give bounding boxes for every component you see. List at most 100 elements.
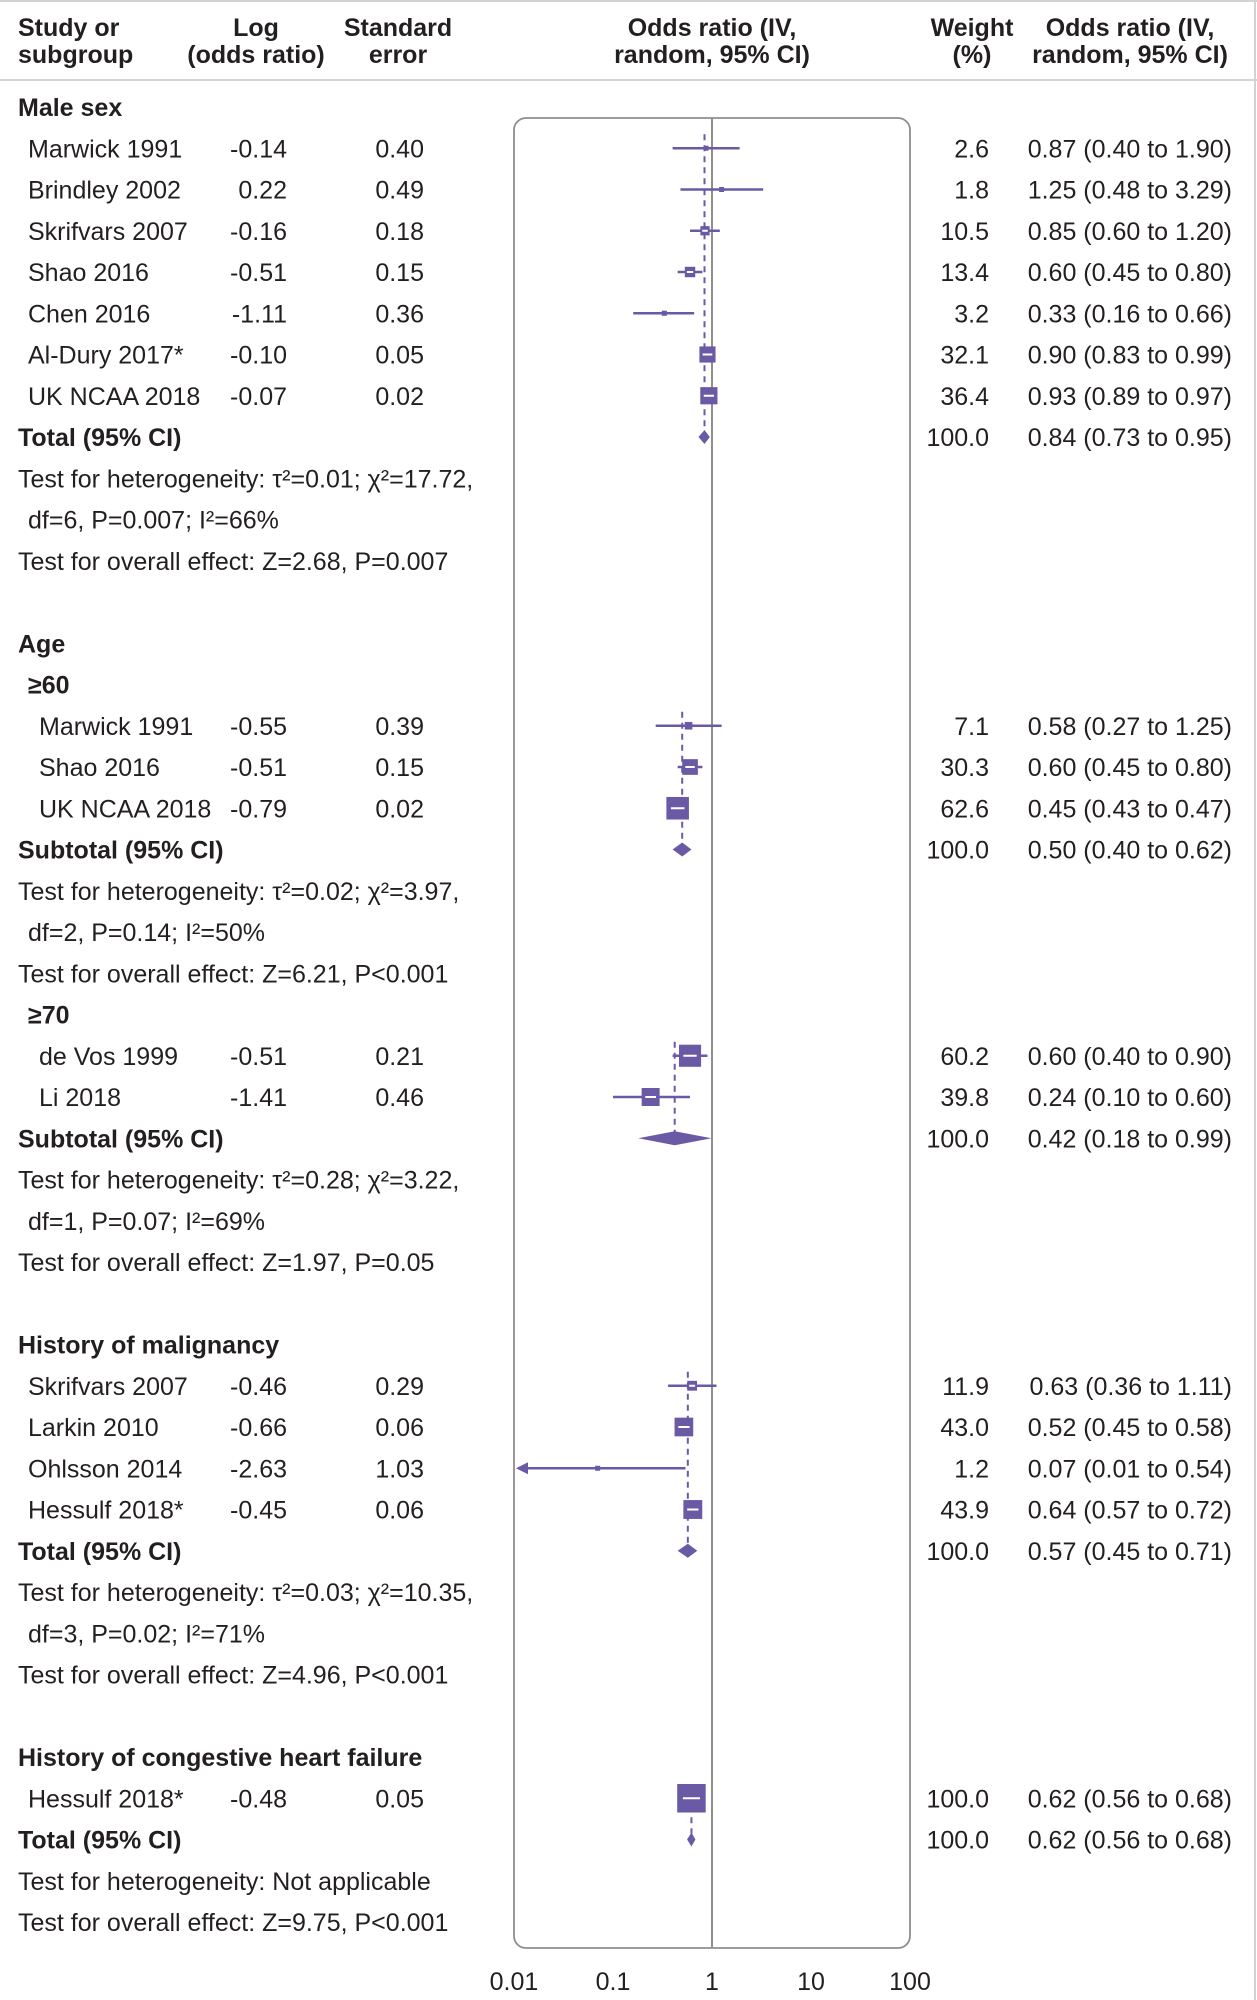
weight-value: 100.0 <box>926 1538 989 1566</box>
test-statistic-text: Test for heterogeneity: τ²=0.03; χ²=10.3… <box>18 1579 473 1607</box>
header-weight-line-2: (%) <box>953 41 992 69</box>
standard-error-value: 0.06 <box>375 1414 424 1442</box>
study-label: Skrifvars 2007 <box>28 1373 188 1401</box>
log-odds-value: -0.55 <box>230 713 287 741</box>
weight-value: 100.0 <box>926 1785 989 1813</box>
odds-ratio-ci-text: 0.24 (0.10 to 0.60) <box>1028 1084 1232 1112</box>
test-statistic-text: df=2, P=0.14; I²=50% <box>28 919 265 947</box>
weight-value: 43.9 <box>940 1497 989 1525</box>
header-log-odds-line-1: Log <box>233 14 279 42</box>
log-odds-value: -2.63 <box>230 1455 287 1483</box>
study-label: Larkin 2010 <box>28 1414 159 1442</box>
standard-error-value: 1.03 <box>375 1455 424 1483</box>
left-arrow-icon <box>516 1462 528 1475</box>
standard-error-value: 0.02 <box>375 795 424 823</box>
weight-value: 1.2 <box>954 1455 989 1483</box>
pooled-diamond <box>677 1543 698 1558</box>
odds-ratio-ci-text: 0.58 (0.27 to 1.25) <box>1028 713 1232 741</box>
total-label: Subtotal (95% CI) <box>18 1125 224 1153</box>
standard-error-value: 0.06 <box>375 1497 424 1525</box>
header-plot-odds-ratio-line-1: Odds ratio (IV, <box>628 14 797 42</box>
odds-ratio-ci-text: 0.62 (0.56 to 0.68) <box>1028 1785 1232 1813</box>
study-label: Shao 2016 <box>39 754 160 782</box>
total-label: Total (95% CI) <box>18 1827 181 1855</box>
odds-ratio-ci-text: 0.45 (0.43 to 0.47) <box>1028 795 1232 823</box>
group-label: Male sex <box>18 94 122 122</box>
weight-value: 2.6 <box>954 135 989 163</box>
weight-square-marker <box>719 187 725 192</box>
log-odds-value: -0.07 <box>230 383 287 411</box>
test-statistic-text: Test for heterogeneity: τ²=0.02; χ²=3.97… <box>18 878 459 906</box>
study-label: Brindley 2002 <box>28 177 181 205</box>
odds-ratio-ci-text: 0.90 (0.83 to 0.99) <box>1028 342 1232 370</box>
weight-value: 10.5 <box>940 218 989 246</box>
weight-value: 39.8 <box>940 1084 989 1112</box>
standard-error-value: 0.02 <box>375 383 424 411</box>
standard-error-value: 0.15 <box>375 259 424 287</box>
pooled-diamond <box>672 842 692 857</box>
odds-ratio-ci-text: 0.52 (0.45 to 0.58) <box>1028 1414 1232 1442</box>
odds-ratio-ci-text: 0.87 (0.40 to 1.90) <box>1028 135 1232 163</box>
header-log-odds-line-2: (odds ratio) <box>187 41 325 69</box>
odds-ratio-ci-text: 0.42 (0.18 to 0.99) <box>1028 1125 1232 1153</box>
header-odds-ratio-line-2: random, 95% CI) <box>1032 41 1228 69</box>
log-odds-value: -0.16 <box>230 218 287 246</box>
odds-ratio-ci-text: 0.63 (0.36 to 1.11) <box>1030 1373 1232 1401</box>
odds-ratio-ci-text: 0.64 (0.57 to 0.72) <box>1028 1497 1232 1525</box>
odds-ratio-ci-text: 0.07 (0.01 to 0.54) <box>1028 1455 1232 1483</box>
study-label: Chen 2016 <box>28 300 150 328</box>
log-odds-value: -0.51 <box>230 754 287 782</box>
weight-value: 100.0 <box>926 424 989 452</box>
pooled-diamond <box>698 430 710 444</box>
test-statistic-text: Test for overall effect: Z=4.96, P<0.001 <box>18 1662 448 1690</box>
header-study-line-1: Study or <box>18 14 120 42</box>
weight-value: 11.9 <box>942 1373 989 1401</box>
standard-error-value: 0.36 <box>375 300 424 328</box>
weight-value: 36.4 <box>940 383 989 411</box>
study-label: Ohlsson 2014 <box>28 1455 182 1483</box>
header-standard-error-line-1: Standard <box>344 14 452 42</box>
weight-value: 100.0 <box>926 837 989 865</box>
odds-ratio-ci-text: 0.60 (0.45 to 0.80) <box>1028 754 1232 782</box>
odds-ratio-ci-text: 0.57 (0.45 to 0.71) <box>1028 1538 1232 1566</box>
weight-value: 13.4 <box>940 259 989 287</box>
weight-value: 32.1 <box>940 342 989 370</box>
study-label: de Vos 1999 <box>39 1043 178 1071</box>
standard-error-value: 0.15 <box>375 754 424 782</box>
test-statistic-text: Test for overall effect: Z=9.75, P<0.001 <box>18 1909 448 1937</box>
study-label: Hessulf 2018* <box>28 1497 184 1525</box>
total-label: Total (95% CI) <box>18 424 181 452</box>
standard-error-value: 0.49 <box>375 177 424 205</box>
log-odds-value: -0.79 <box>230 795 287 823</box>
test-statistic-text: df=6, P=0.007; I²=66% <box>28 507 279 535</box>
log-odds-value: -0.46 <box>230 1373 287 1401</box>
weight-value: 3.2 <box>954 300 989 328</box>
group-label: History of congestive heart failure <box>18 1744 422 1772</box>
test-statistic-text: Test for overall effect: Z=1.97, P=0.05 <box>18 1249 434 1277</box>
odds-ratio-ci-text: 0.33 (0.16 to 0.66) <box>1028 300 1232 328</box>
log-odds-value: -0.66 <box>230 1414 287 1442</box>
study-label: Li 2018 <box>39 1084 121 1112</box>
standard-error-value: 0.40 <box>375 135 424 163</box>
x-tick-label: 0.01 <box>490 1968 539 1996</box>
header-study-line-2: subgroup <box>18 41 133 69</box>
standard-error-value: 0.29 <box>375 1373 424 1401</box>
weight-square-marker <box>661 310 667 316</box>
test-statistic-text: Test for heterogeneity: τ²=0.28; χ²=3.22… <box>18 1167 459 1195</box>
header-weight-line-1: Weight <box>931 14 1015 42</box>
weight-square-marker <box>703 145 709 151</box>
odds-ratio-ci-text: 0.84 (0.73 to 0.95) <box>1028 424 1232 452</box>
weight-value: 100.0 <box>926 1827 989 1855</box>
group-label: History of malignancy <box>18 1332 279 1360</box>
test-statistic-text: Test for heterogeneity: Not applicable <box>18 1868 431 1896</box>
weight-value: 1.8 <box>954 177 989 205</box>
x-tick-label: 0.1 <box>596 1968 631 1996</box>
log-odds-value: 0.22 <box>238 177 287 205</box>
odds-ratio-ci-text: 0.60 (0.45 to 0.80) <box>1028 259 1232 287</box>
weight-value: 7.1 <box>954 713 989 741</box>
study-label: Al-Dury 2017* <box>28 342 184 370</box>
test-statistic-text: df=3, P=0.02; I²=71% <box>28 1620 265 1648</box>
test-statistic-text: Test for overall effect: Z=6.21, P<0.001 <box>18 960 448 988</box>
study-label: Skrifvars 2007 <box>28 218 188 246</box>
standard-error-value: 0.46 <box>375 1084 424 1112</box>
